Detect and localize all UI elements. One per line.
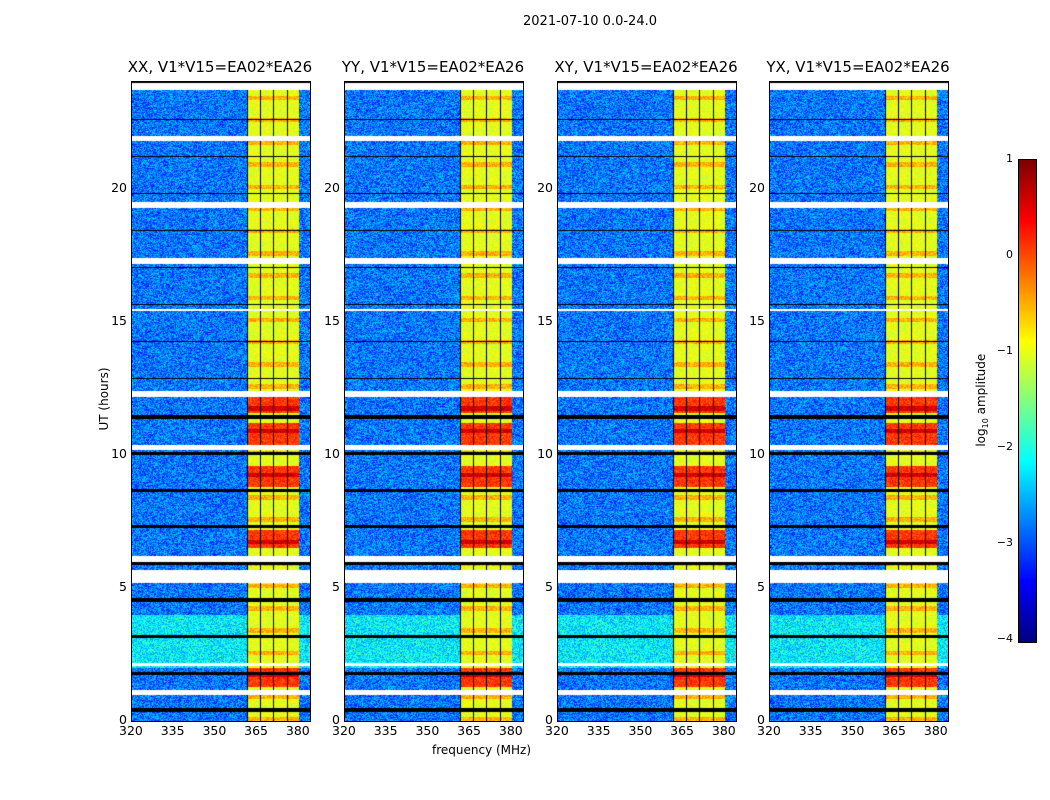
waterfall-panel-2 bbox=[344, 81, 524, 722]
y-tick-label: 5 bbox=[545, 578, 553, 594]
y-tick-label: 20 bbox=[111, 179, 127, 195]
x-tick-label: 335 bbox=[373, 723, 398, 738]
panel-title: YX, V1*V15=EA02*EA26 bbox=[766, 58, 950, 76]
y-tick-label: 5 bbox=[119, 578, 127, 594]
x-tick-label: 350 bbox=[840, 723, 865, 738]
y-tick-label: 15 bbox=[537, 312, 553, 328]
colorbar-tick-label: 0 bbox=[1006, 248, 1013, 261]
y-tick-label: 15 bbox=[324, 312, 340, 328]
x-axis-label: frequency (MHz) bbox=[432, 743, 532, 757]
x-tick-label: 350 bbox=[202, 723, 227, 738]
waterfall-panel-3 bbox=[557, 81, 737, 722]
panel-title: XX, V1*V15=EA02*EA26 bbox=[127, 58, 313, 76]
x-tick-label: 335 bbox=[586, 723, 611, 738]
y-axis-label: UT (hours) bbox=[97, 367, 111, 431]
x-tick-label: 365 bbox=[882, 723, 907, 738]
x-tick-label: 320 bbox=[757, 723, 781, 738]
y-tick-label: 10 bbox=[749, 445, 765, 461]
waterfall-panel-1 bbox=[131, 81, 311, 722]
colorbar-label: log10 amplitude bbox=[973, 353, 991, 447]
x-tick-label: 380 bbox=[498, 723, 523, 738]
x-tick-label: 320 bbox=[119, 723, 143, 738]
y-tick-label: 15 bbox=[749, 312, 765, 328]
x-tick-label: 350 bbox=[628, 723, 653, 738]
x-tick-label: 320 bbox=[332, 723, 356, 738]
x-tick-label: 335 bbox=[798, 723, 823, 738]
x-tick-label: 365 bbox=[457, 723, 482, 738]
x-tick-label: 365 bbox=[244, 723, 269, 738]
y-tick-label: 10 bbox=[324, 445, 340, 461]
x-tick-label: 380 bbox=[711, 723, 736, 738]
figure-title: 2021-07-10 0.0-24.0 bbox=[523, 14, 657, 29]
y-tick-label: 0 bbox=[119, 712, 127, 727]
x-tick-label: 335 bbox=[160, 723, 185, 738]
y-tick-label: 0 bbox=[332, 712, 340, 727]
colorbar-tick-label: 1 bbox=[1006, 152, 1013, 165]
y-tick-label: 15 bbox=[111, 312, 127, 328]
y-tick-label: 0 bbox=[757, 712, 765, 727]
waterfall-panel-4 bbox=[769, 81, 949, 722]
y-tick-label: 5 bbox=[332, 578, 340, 594]
panel-title: XY, V1*V15=EA02*EA26 bbox=[554, 58, 738, 76]
colorbar-tick-label: −2 bbox=[996, 440, 1013, 453]
colorbar-tick-label: −4 bbox=[996, 632, 1013, 645]
y-tick-label: 20 bbox=[324, 179, 340, 195]
x-tick-label: 320 bbox=[545, 723, 569, 738]
x-tick-label: 380 bbox=[923, 723, 948, 738]
y-tick-label: 5 bbox=[757, 578, 765, 594]
y-tick-label: 20 bbox=[749, 179, 765, 195]
colorbar-tick-label: −1 bbox=[996, 344, 1013, 357]
y-tick-label: 20 bbox=[537, 179, 553, 195]
y-tick-label: 0 bbox=[545, 712, 553, 727]
colorbar bbox=[1018, 159, 1037, 643]
x-tick-label: 350 bbox=[415, 723, 440, 738]
panel-title: YY, V1*V15=EA02*EA26 bbox=[341, 58, 525, 76]
x-tick-label: 380 bbox=[285, 723, 310, 738]
y-tick-label: 10 bbox=[537, 445, 553, 461]
y-tick-label: 10 bbox=[111, 445, 127, 461]
x-tick-label: 365 bbox=[670, 723, 695, 738]
colorbar-tick-label: −3 bbox=[996, 536, 1013, 549]
